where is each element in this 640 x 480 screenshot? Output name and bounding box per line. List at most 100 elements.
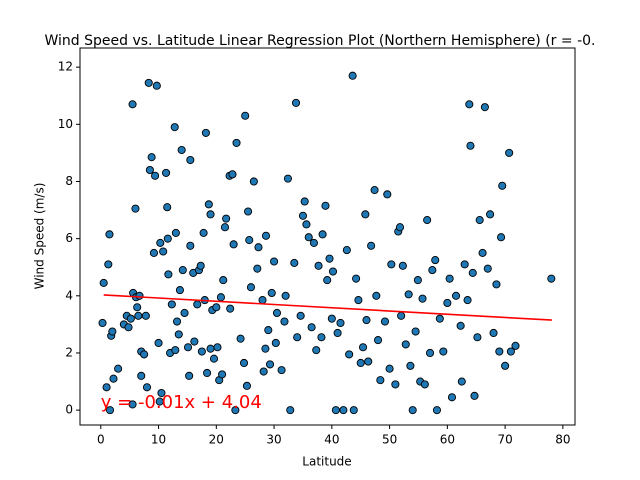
data-point — [134, 311, 143, 320]
data-point — [201, 128, 210, 137]
data-point — [105, 230, 114, 239]
data-point — [104, 260, 113, 269]
data-point — [163, 234, 172, 243]
data-point — [249, 177, 258, 186]
data-point — [242, 381, 251, 390]
data-point — [302, 220, 311, 229]
data-point — [155, 397, 164, 406]
data-point — [358, 343, 368, 352]
data-point — [293, 333, 302, 342]
data-point — [483, 264, 492, 273]
data-point — [397, 311, 406, 320]
data-point — [463, 296, 472, 305]
data-point — [456, 321, 465, 330]
data-point — [506, 347, 515, 356]
data-point — [209, 354, 219, 363]
data-point — [246, 283, 256, 292]
x-tick-label: 0 — [97, 433, 105, 447]
data-point — [154, 338, 163, 348]
data-point — [460, 260, 469, 269]
data-point — [174, 330, 183, 339]
data-point — [457, 377, 466, 386]
data-point — [149, 248, 158, 257]
x-tick-label: 40 — [324, 433, 339, 447]
data-point — [159, 247, 168, 256]
data-point — [109, 374, 118, 383]
data-point — [307, 323, 316, 332]
regression-line — [103, 294, 552, 321]
data-point — [408, 406, 417, 415]
y-axis-label: Wind Speed (m/s) — [33, 183, 47, 290]
data-point — [265, 360, 275, 369]
data-point — [163, 203, 172, 212]
data-point — [492, 280, 501, 289]
y-tick-label: 6 — [65, 231, 73, 245]
data-point — [314, 261, 323, 270]
data-point — [445, 274, 454, 283]
data-point — [277, 366, 286, 375]
data-point — [431, 256, 440, 265]
data-point — [486, 210, 495, 219]
data-point — [272, 308, 282, 318]
data-point — [222, 214, 231, 223]
data-point — [413, 276, 422, 285]
data-point — [489, 328, 498, 338]
data-point — [391, 380, 400, 389]
data-point — [501, 361, 510, 370]
axes-frame — [79, 47, 576, 426]
data-point — [206, 344, 215, 353]
data-point — [141, 311, 150, 320]
data-point — [241, 111, 250, 120]
data-point — [325, 254, 334, 263]
data-point — [473, 333, 482, 342]
data-point — [244, 207, 253, 216]
data-point — [228, 170, 237, 179]
data-point — [171, 346, 180, 355]
data-point — [423, 216, 432, 225]
data-point — [480, 103, 489, 112]
data-point — [475, 216, 484, 225]
data-point — [183, 343, 193, 352]
data-point — [254, 243, 263, 252]
data-point — [212, 303, 221, 312]
data-point — [317, 333, 326, 342]
data-point — [245, 236, 254, 245]
data-point — [128, 100, 137, 109]
data-point — [102, 383, 111, 392]
data-point — [349, 406, 358, 415]
data-point — [376, 376, 385, 385]
data-point — [435, 314, 444, 323]
data-point — [286, 406, 295, 415]
data-point — [128, 400, 137, 409]
data-point — [105, 406, 115, 415]
data-point — [439, 347, 448, 356]
data-point — [283, 174, 292, 183]
x-tick-label: 20 — [209, 433, 224, 447]
data-point — [108, 327, 117, 336]
y-tick-label: 2 — [65, 345, 73, 359]
data-point — [199, 228, 208, 237]
data-point — [259, 367, 268, 376]
data-point — [466, 141, 475, 150]
data-point — [398, 261, 407, 270]
data-point — [443, 298, 452, 308]
data-point — [385, 364, 394, 373]
chart-title: Wind Speed vs. Latitude Linear Regressio… — [45, 33, 596, 49]
data-point — [418, 294, 427, 303]
data-point — [186, 241, 195, 250]
data-point — [131, 204, 140, 213]
data-point — [178, 266, 187, 275]
data-point — [383, 190, 392, 199]
data-point — [411, 327, 420, 336]
data-point — [152, 81, 161, 90]
data-point — [164, 270, 173, 279]
data-point — [203, 368, 212, 378]
data-point — [151, 171, 160, 180]
data-point — [218, 370, 227, 379]
data-point — [264, 326, 273, 335]
plot-area: 0 10 20 30 40 50 60 70 80 0 2 4 6 8 10 12 y = -0.01x + 4… — [58, 47, 576, 447]
data-point — [497, 233, 506, 242]
data-point — [156, 238, 165, 247]
data-point — [270, 257, 279, 266]
